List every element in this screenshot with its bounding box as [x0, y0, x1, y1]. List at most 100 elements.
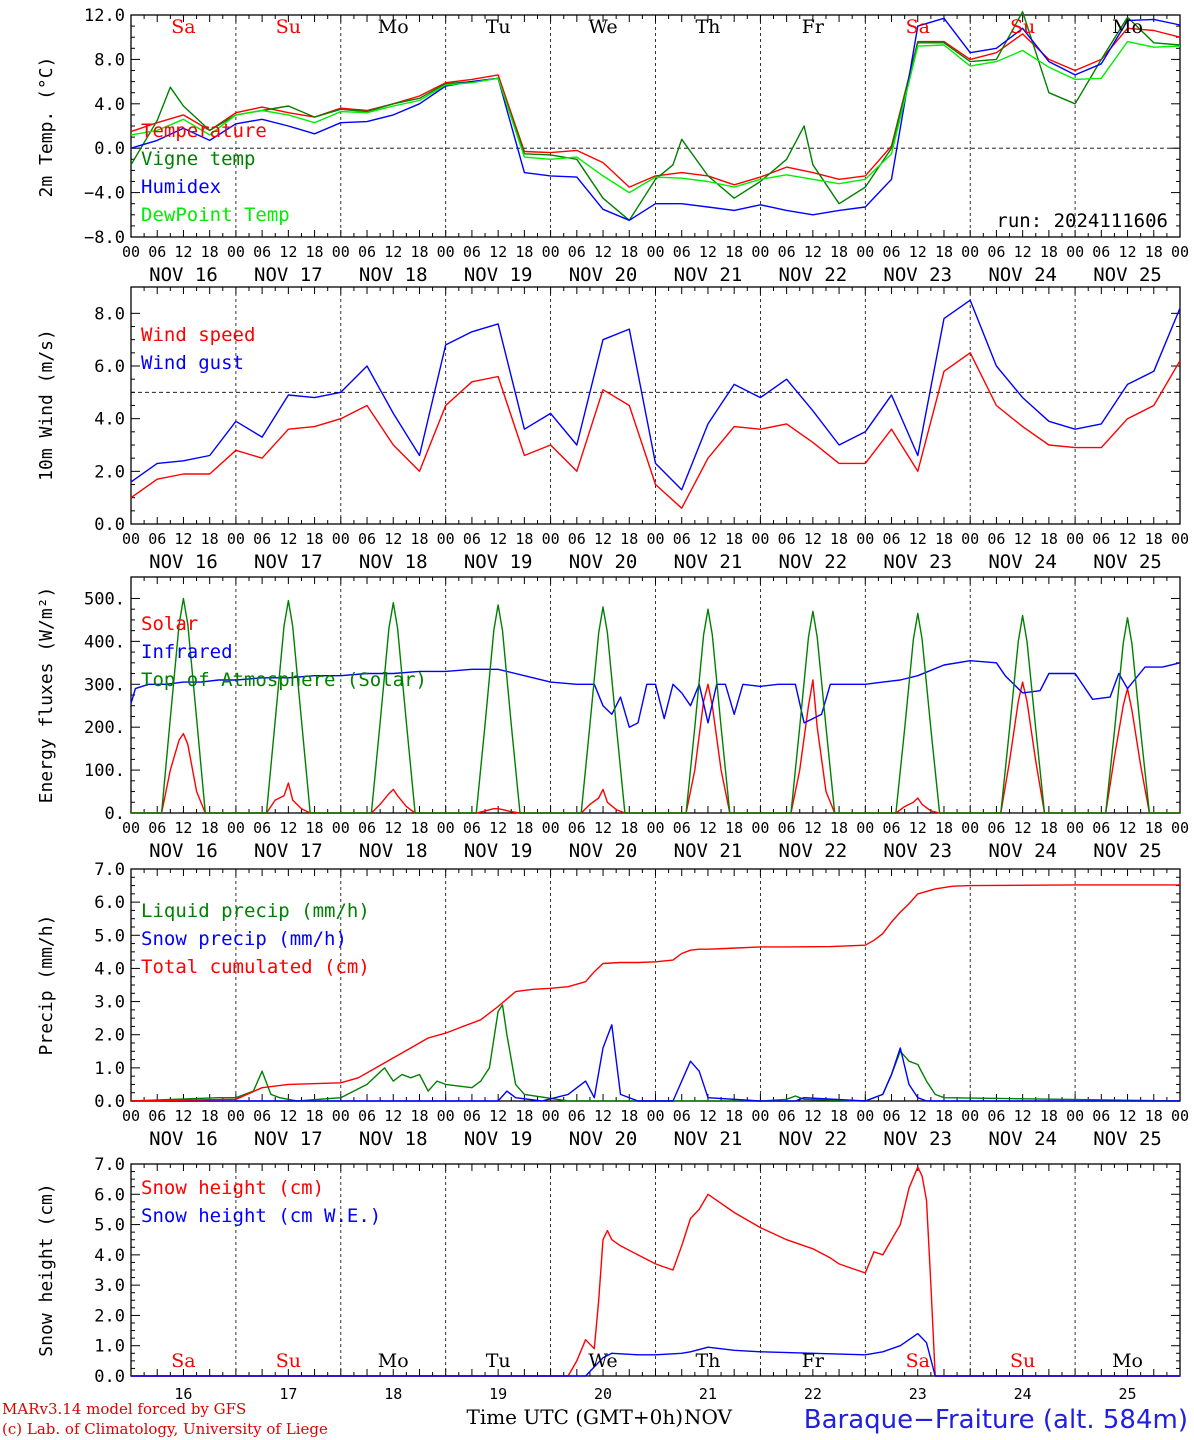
hour-tick-label: 06 [1092, 819, 1110, 837]
hour-tick-label: 06 [987, 819, 1005, 837]
hour-tick-label: 00 [542, 819, 560, 837]
hour-tick-label: 12 [489, 1107, 507, 1125]
hour-tick-label: 18 [410, 1107, 428, 1125]
legend-entry: Snow precip (mm/h) [141, 928, 347, 950]
weekday-label: Th [695, 16, 720, 38]
hour-tick-label: 12 [1014, 819, 1032, 837]
hour-tick-label: 18 [410, 530, 428, 548]
day-number-label: 19 [489, 1385, 507, 1403]
hour-tick-label: 18 [306, 530, 324, 548]
chart-panel-4: 7.0 6.0 5.0 4.0 3.0 2.0 1.0 0.0 Precip (mm/h) Liq… [36, 860, 1189, 1150]
hour-tick-label: 06 [358, 1107, 376, 1125]
series-line-4 [130, 40, 1181, 194]
weekday-label: Sa [906, 1350, 930, 1372]
hour-tick-label: 00 [1066, 1107, 1084, 1125]
date-label: NOV 17 [254, 1128, 323, 1150]
hour-tick-label: 06 [358, 819, 376, 837]
hour-tick-label: 00 [856, 819, 874, 837]
hour-tick-label: 12 [699, 243, 717, 261]
hour-tick-label: 00 [751, 530, 769, 548]
hour-tick-label: 06 [568, 243, 586, 261]
hour-tick-label: 12 [804, 819, 822, 837]
hour-tick-label: 00 [1171, 819, 1189, 837]
month-label: NOV [684, 1405, 733, 1429]
hour-tick-label: 00 [122, 1107, 140, 1125]
y-axis-label: Snow height (cm) [36, 1183, 57, 1356]
hour-tick-label: 18 [830, 819, 848, 837]
hour-tick-label: 00 [1171, 243, 1189, 261]
hour-tick-label: 12 [384, 819, 402, 837]
hour-tick-label: 00 [961, 243, 979, 261]
hour-tick-label: 00 [122, 819, 140, 837]
hour-tick-label: 12 [699, 530, 717, 548]
hour-tick-label: 12 [909, 1107, 927, 1125]
hour-tick-label: 00 [1171, 1107, 1189, 1125]
hour-tick-label: 00 [332, 243, 350, 261]
date-label: NOV 21 [674, 264, 743, 286]
hour-tick-label: 12 [804, 530, 822, 548]
hour-tick-label: 12 [489, 243, 507, 261]
weekday-label: Mo [1112, 1350, 1143, 1372]
weekday-label: We [588, 16, 617, 38]
date-label: NOV 17 [254, 264, 323, 286]
weekday-label: Fr [802, 1350, 825, 1372]
hour-tick-label: 18 [725, 819, 743, 837]
y-tick-label: 4.0 [94, 959, 125, 979]
hour-tick-label: 06 [1092, 1107, 1110, 1125]
date-label: NOV 23 [883, 1128, 952, 1150]
hour-tick-label: 00 [227, 243, 245, 261]
chart-panel-5: 7.0 6.0 5.0 4.0 3.0 2.0 1.0 0.0 Snow height (cm)… [36, 1155, 1181, 1429]
hour-tick-label: 00 [227, 819, 245, 837]
hour-tick-label: 00 [1066, 243, 1084, 261]
hour-tick-label: 18 [1145, 819, 1163, 837]
weekday-label: Su [276, 16, 301, 38]
series-line-3 [131, 597, 1180, 814]
hour-tick-label: 00 [751, 819, 769, 837]
date-label: NOV 22 [779, 840, 848, 862]
hour-tick-label: 00 [646, 819, 664, 837]
x-axis-label: Time UTC (GMT+0h) [466, 1405, 683, 1429]
credit-line-2: (c) Lab. of Climatology, University of L… [2, 1420, 328, 1438]
hour-tick-label: 18 [935, 243, 953, 261]
day-number-label: 24 [1014, 1385, 1032, 1403]
date-label: NOV 17 [254, 840, 323, 862]
day-number-label: 25 [1119, 1385, 1137, 1403]
y-tick-label: 5.0 [94, 1216, 125, 1236]
date-label: NOV 24 [988, 1128, 1057, 1150]
date-label: NOV 16 [149, 264, 218, 286]
hour-tick-label: 12 [279, 819, 297, 837]
hour-tick-label: 06 [778, 243, 796, 261]
plot-frame [130, 286, 1181, 525]
hour-tick-label: 00 [961, 1107, 979, 1125]
hour-tick-label: 06 [882, 243, 900, 261]
hour-tick-label: 06 [673, 243, 691, 261]
legend-entry: DewPoint Temp [141, 204, 290, 226]
hour-tick-label: 00 [856, 1107, 874, 1125]
series-line-3 [130, 17, 1181, 222]
hour-tick-label: 00 [227, 1107, 245, 1125]
y-tick-label: 0. [105, 804, 125, 824]
hour-tick-label: 06 [253, 530, 271, 548]
y-tick-label: 400. [84, 632, 125, 652]
series-line-1 [130, 352, 1181, 509]
station-name: Baraque−Fraiture (alt. 584m) [804, 1405, 1188, 1435]
weekday-label: Su [1010, 16, 1035, 38]
date-label: NOV 21 [674, 840, 743, 862]
hour-tick-label: 18 [620, 819, 638, 837]
hour-tick-label: 00 [437, 243, 455, 261]
series-line-2 [131, 1024, 1180, 1102]
hour-tick-label: 18 [201, 243, 219, 261]
legend-entry: Snow height (cm) [141, 1177, 324, 1199]
hour-tick-label: 06 [463, 243, 481, 261]
legend-entry: Vigne temp [141, 148, 255, 170]
weekday-label: Fr [802, 16, 825, 38]
hour-tick-label: 00 [122, 530, 140, 548]
legend-entry: Humidex [141, 176, 221, 198]
hour-tick-label: 06 [253, 1107, 271, 1125]
hour-tick-label: 18 [620, 530, 638, 548]
hour-tick-label: 12 [1119, 530, 1137, 548]
hour-tick-label: 18 [515, 243, 533, 261]
series-line-3 [130, 884, 1180, 1102]
legend-entry: Top of Atmosphere (Solar) [141, 669, 427, 691]
hour-tick-label: 18 [1040, 530, 1058, 548]
